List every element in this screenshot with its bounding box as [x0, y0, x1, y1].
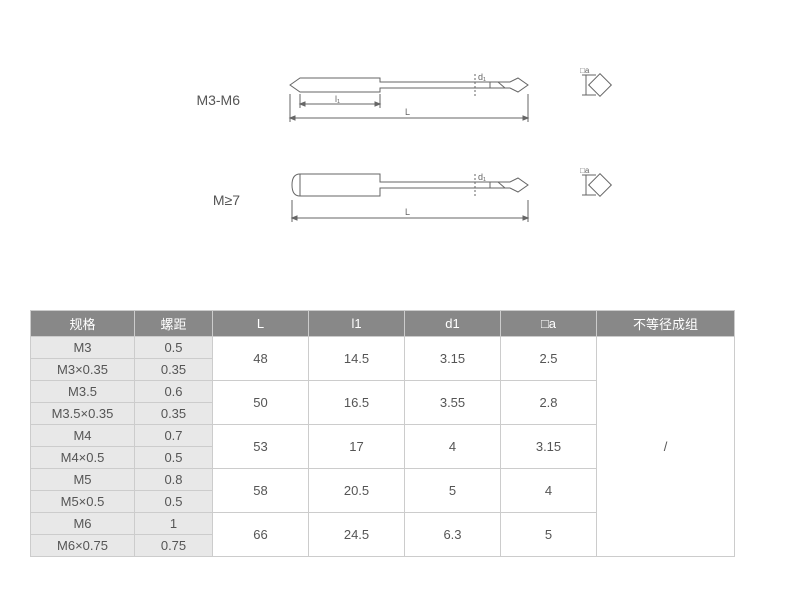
cell-d1: 4 — [405, 425, 501, 469]
svg-text:d₁: d₁ — [478, 172, 486, 182]
cell-spec: M4×0.5 — [31, 447, 135, 469]
cell-L: 58 — [213, 469, 309, 513]
cell-L: 66 — [213, 513, 309, 557]
cell-d1: 3.55 — [405, 381, 501, 425]
svg-text:d₁: d₁ — [478, 72, 486, 82]
cell-spec: M5 — [31, 469, 135, 491]
th-group: 不等径成组 — [597, 311, 735, 337]
svg-text:□a: □a — [580, 166, 590, 175]
cell-pitch: 0.5 — [135, 491, 213, 513]
cell-l1: 20.5 — [309, 469, 405, 513]
cell-spec: M6 — [31, 513, 135, 535]
cell-spec: M4 — [31, 425, 135, 447]
cell-d1: 3.15 — [405, 337, 501, 381]
cell-pitch: 0.5 — [135, 447, 213, 469]
diagram-area: M3-M6 d₁ l₁ — [180, 60, 680, 270]
cell-pitch: 0.75 — [135, 535, 213, 557]
diagram-row-1: M3-M6 d₁ l₁ — [180, 60, 620, 140]
cell-pitch: 0.6 — [135, 381, 213, 403]
square-section-2: □a — [580, 165, 620, 205]
spec-table: 规格 螺距 L l1 d1 □a 不等径成组 M3 0.5 48 14.5 3.… — [30, 310, 735, 557]
cell-L: 53 — [213, 425, 309, 469]
cell-spec: M5×0.5 — [31, 491, 135, 513]
cell-spec: M3×0.35 — [31, 359, 135, 381]
cell-spec: M6×0.75 — [31, 535, 135, 557]
cell-a: 2.8 — [501, 381, 597, 425]
svg-text:L: L — [405, 207, 410, 217]
diagram-row-2: M≥7 d₁ L — [180, 160, 620, 240]
cell-d1: 5 — [405, 469, 501, 513]
cell-pitch: 0.7 — [135, 425, 213, 447]
diagram-label-2: M≥7 — [180, 192, 240, 208]
cell-group: / — [597, 337, 735, 557]
cell-a: 5 — [501, 513, 597, 557]
th-d1: d1 — [405, 311, 501, 337]
th-l1: l1 — [309, 311, 405, 337]
cell-a: 3.15 — [501, 425, 597, 469]
cell-a: 2.5 — [501, 337, 597, 381]
diagram-label-1: M3-M6 — [180, 92, 240, 108]
cell-a: 4 — [501, 469, 597, 513]
cell-L: 48 — [213, 337, 309, 381]
cell-pitch: 0.5 — [135, 337, 213, 359]
table-row: M3 0.5 48 14.5 3.15 2.5 / — [31, 337, 735, 359]
svg-text:l₁: l₁ — [335, 94, 340, 104]
table-header-row: 规格 螺距 L l1 d1 □a 不等径成组 — [31, 311, 735, 337]
th-a: □a — [501, 311, 597, 337]
cell-pitch: 0.8 — [135, 469, 213, 491]
cell-l1: 16.5 — [309, 381, 405, 425]
square-section-1: □a — [580, 65, 620, 105]
cell-L: 50 — [213, 381, 309, 425]
cell-spec: M3.5×0.35 — [31, 403, 135, 425]
th-pitch: 螺距 — [135, 311, 213, 337]
cell-pitch: 0.35 — [135, 403, 213, 425]
svg-text:L: L — [405, 107, 410, 117]
cell-l1: 17 — [309, 425, 405, 469]
cell-pitch: 1 — [135, 513, 213, 535]
svg-text:□a: □a — [580, 66, 590, 75]
cell-l1: 14.5 — [309, 337, 405, 381]
cell-d1: 6.3 — [405, 513, 501, 557]
tool-diagram-2: d₁ L — [280, 160, 560, 240]
tool-diagram-1: d₁ l₁ L — [280, 60, 560, 140]
cell-spec: M3 — [31, 337, 135, 359]
cell-l1: 24.5 — [309, 513, 405, 557]
cell-spec: M3.5 — [31, 381, 135, 403]
th-L: L — [213, 311, 309, 337]
cell-pitch: 0.35 — [135, 359, 213, 381]
th-spec: 规格 — [31, 311, 135, 337]
